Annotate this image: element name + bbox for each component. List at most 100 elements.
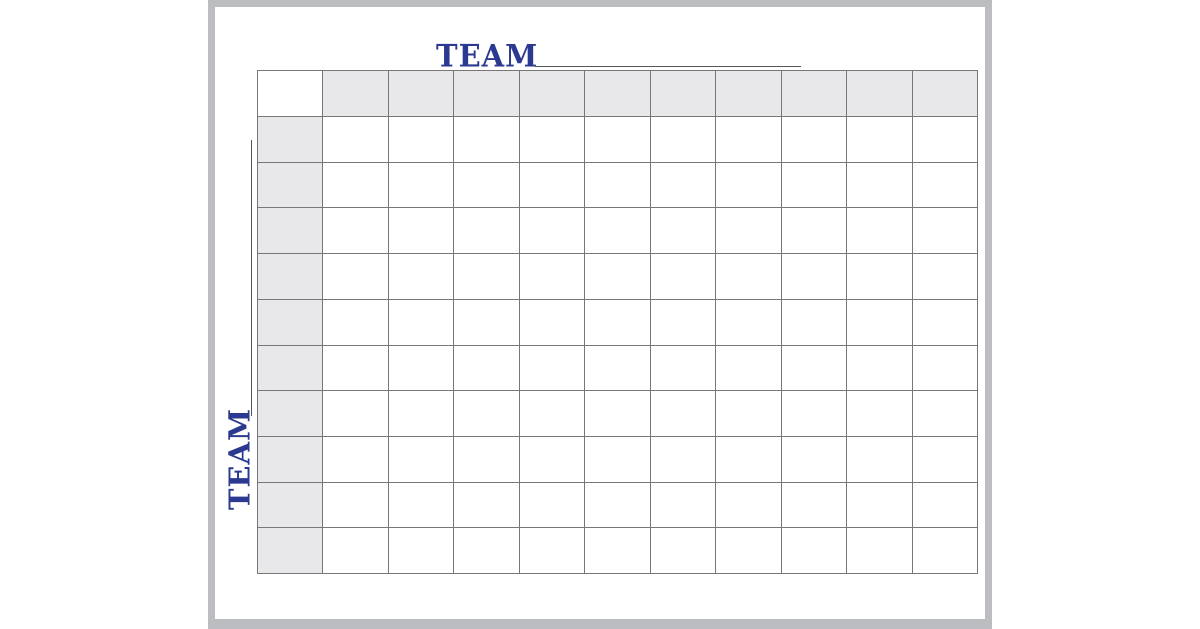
square-cell[interactable]	[781, 345, 847, 392]
square-cell[interactable]	[650, 299, 716, 346]
square-cell[interactable]	[388, 345, 454, 392]
square-cell[interactable]	[519, 391, 585, 437]
square-cell[interactable]	[388, 117, 454, 163]
square-cell[interactable]	[912, 528, 978, 574]
top-team-name-line[interactable]	[535, 66, 801, 67]
square-cell[interactable]	[323, 482, 389, 529]
column-header-cell[interactable]	[323, 71, 389, 117]
square-cell[interactable]	[912, 391, 978, 437]
square-cell[interactable]	[519, 482, 585, 529]
square-cell[interactable]	[716, 254, 782, 300]
square-cell[interactable]	[847, 254, 913, 300]
square-cell[interactable]	[847, 345, 913, 392]
square-cell[interactable]	[323, 208, 389, 255]
row-header-cell[interactable]	[258, 482, 323, 529]
square-cell[interactable]	[519, 208, 585, 255]
square-cell[interactable]	[454, 117, 520, 163]
row-header-cell[interactable]	[258, 117, 323, 163]
square-cell[interactable]	[781, 528, 847, 574]
left-team-name-line[interactable]	[251, 140, 252, 416]
square-cell[interactable]	[847, 117, 913, 163]
square-cell[interactable]	[388, 528, 454, 574]
square-cell[interactable]	[912, 436, 978, 483]
square-cell[interactable]	[454, 162, 520, 209]
square-cell[interactable]	[912, 162, 978, 209]
square-cell[interactable]	[716, 162, 782, 209]
square-cell[interactable]	[912, 299, 978, 346]
square-cell[interactable]	[912, 482, 978, 529]
square-cell[interactable]	[650, 345, 716, 392]
square-cell[interactable]	[454, 345, 520, 392]
square-cell[interactable]	[585, 391, 651, 437]
square-cell[interactable]	[519, 345, 585, 392]
square-cell[interactable]	[323, 299, 389, 346]
square-cell[interactable]	[847, 391, 913, 437]
row-header-cell[interactable]	[258, 162, 323, 209]
column-header-cell[interactable]	[716, 71, 782, 117]
square-cell[interactable]	[519, 162, 585, 209]
square-cell[interactable]	[650, 208, 716, 255]
square-cell[interactable]	[650, 162, 716, 209]
square-cell[interactable]	[716, 482, 782, 529]
square-cell[interactable]	[519, 117, 585, 163]
square-cell[interactable]	[454, 254, 520, 300]
square-cell[interactable]	[519, 528, 585, 574]
square-cell[interactable]	[847, 528, 913, 574]
square-cell[interactable]	[847, 482, 913, 529]
square-cell[interactable]	[716, 299, 782, 346]
square-cell[interactable]	[585, 208, 651, 255]
square-cell[interactable]	[716, 208, 782, 255]
row-header-cell[interactable]	[258, 299, 323, 346]
square-cell[interactable]	[323, 117, 389, 163]
square-cell[interactable]	[323, 345, 389, 392]
square-cell[interactable]	[716, 345, 782, 392]
row-header-cell[interactable]	[258, 528, 323, 574]
square-cell[interactable]	[585, 254, 651, 300]
square-cell[interactable]	[716, 528, 782, 574]
square-cell[interactable]	[781, 254, 847, 300]
column-header-cell[interactable]	[847, 71, 913, 117]
square-cell[interactable]	[650, 482, 716, 529]
square-cell[interactable]	[388, 254, 454, 300]
row-header-cell[interactable]	[258, 436, 323, 483]
square-cell[interactable]	[454, 482, 520, 529]
column-header-cell[interactable]	[912, 71, 978, 117]
square-cell[interactable]	[323, 254, 389, 300]
square-cell[interactable]	[323, 391, 389, 437]
square-cell[interactable]	[650, 391, 716, 437]
square-cell[interactable]	[650, 436, 716, 483]
column-header-cell[interactable]	[585, 71, 651, 117]
square-cell[interactable]	[454, 208, 520, 255]
square-cell[interactable]	[781, 436, 847, 483]
column-header-cell[interactable]	[454, 71, 520, 117]
square-cell[interactable]	[716, 391, 782, 437]
square-cell[interactable]	[716, 117, 782, 163]
square-cell[interactable]	[323, 162, 389, 209]
row-header-cell[interactable]	[258, 391, 323, 437]
column-header-cell[interactable]	[781, 71, 847, 117]
column-header-cell[interactable]	[388, 71, 454, 117]
square-cell[interactable]	[585, 482, 651, 529]
row-header-cell[interactable]	[258, 345, 323, 392]
square-cell[interactable]	[323, 436, 389, 483]
square-cell[interactable]	[585, 117, 651, 163]
square-cell[interactable]	[323, 528, 389, 574]
square-cell[interactable]	[781, 117, 847, 163]
square-cell[interactable]	[519, 254, 585, 300]
square-cell[interactable]	[650, 528, 716, 574]
square-cell[interactable]	[454, 391, 520, 437]
square-cell[interactable]	[388, 391, 454, 437]
square-cell[interactable]	[388, 436, 454, 483]
square-cell[interactable]	[781, 299, 847, 346]
square-cell[interactable]	[912, 254, 978, 300]
square-cell[interactable]	[519, 299, 585, 346]
square-cell[interactable]	[781, 391, 847, 437]
square-cell[interactable]	[716, 436, 782, 483]
square-cell[interactable]	[454, 436, 520, 483]
square-cell[interactable]	[388, 162, 454, 209]
square-cell[interactable]	[912, 117, 978, 163]
square-cell[interactable]	[585, 299, 651, 346]
square-cell[interactable]	[650, 117, 716, 163]
square-cell[interactable]	[847, 208, 913, 255]
square-cell[interactable]	[388, 208, 454, 255]
